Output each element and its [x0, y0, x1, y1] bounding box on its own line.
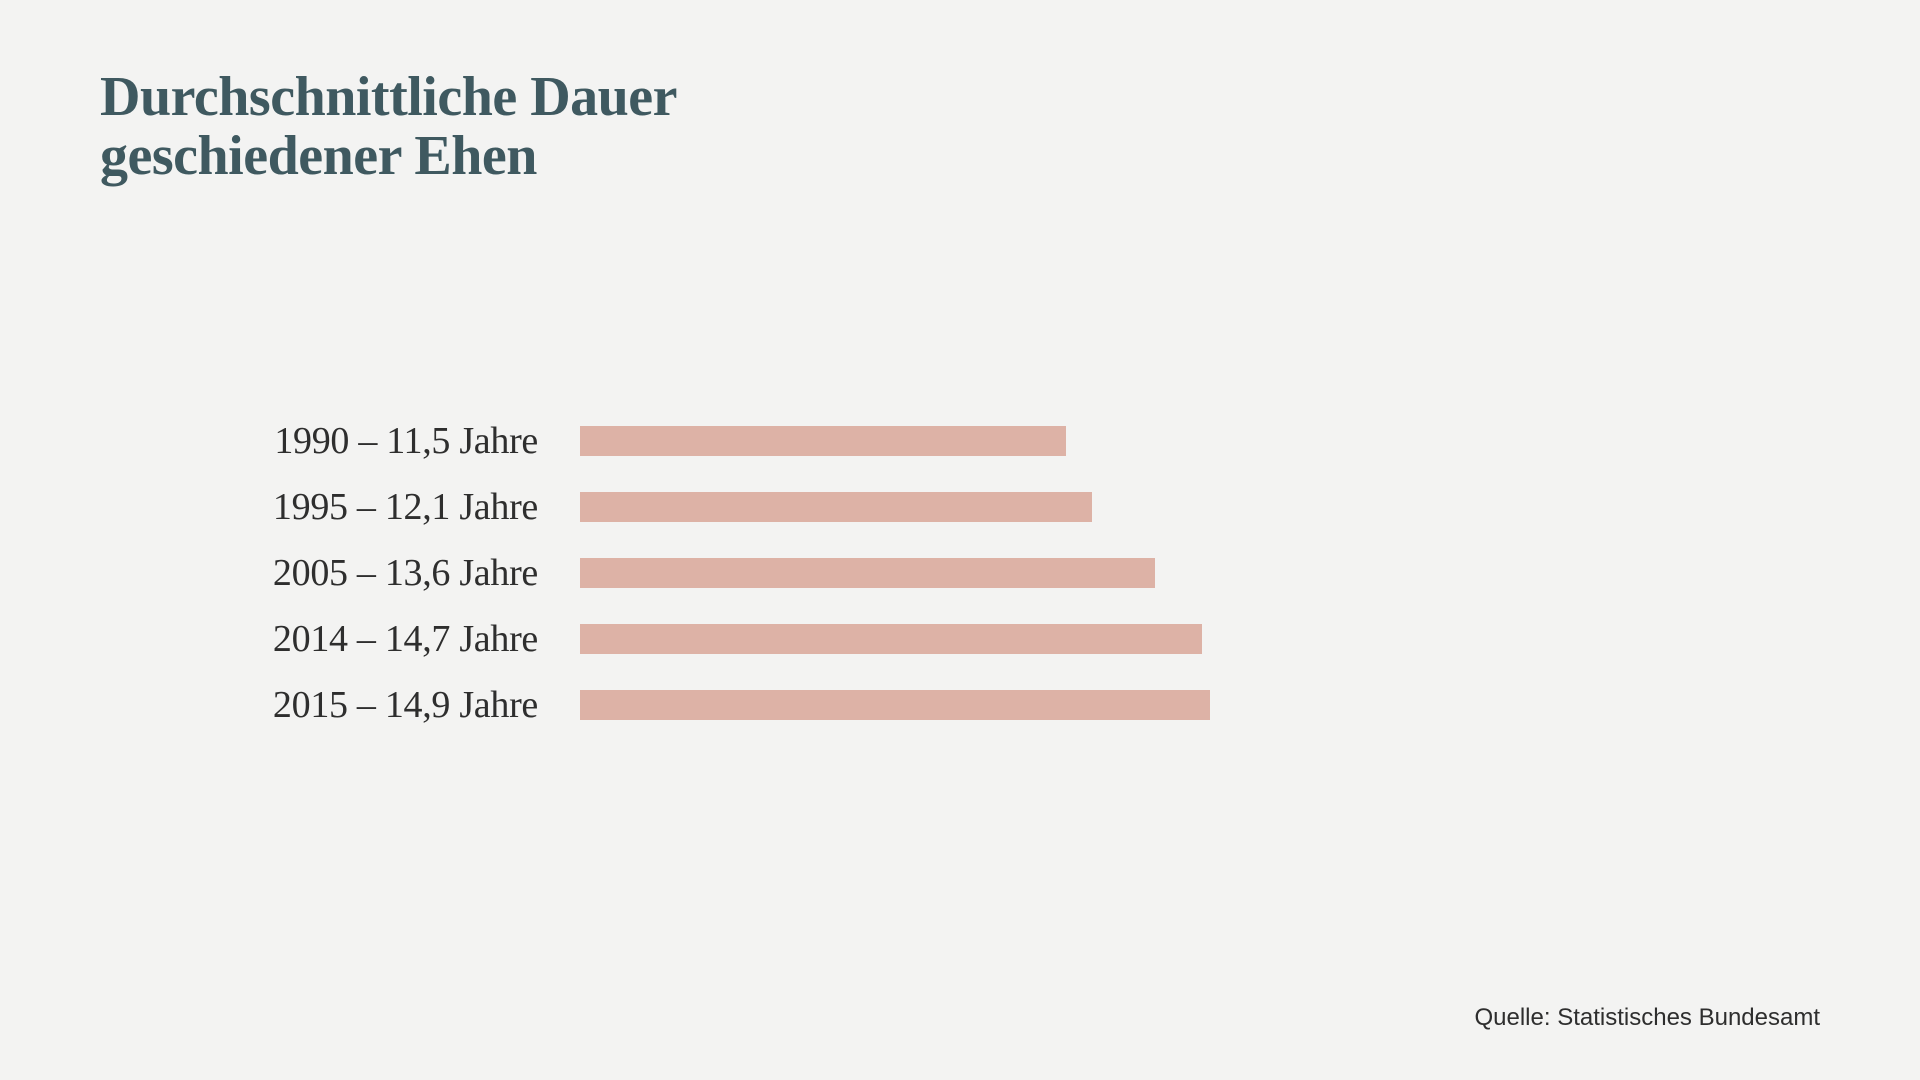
- bar-label: 1995 – 12,1 Jahre: [270, 485, 580, 529]
- bar: [580, 624, 1202, 654]
- bar-label: 2015 – 14,9 Jahre: [270, 683, 580, 727]
- bar: [580, 492, 1092, 522]
- chart-title: Durchschnittliche Dauer geschiedener Ehe…: [100, 68, 677, 186]
- title-line-1: Durchschnittliche Dauer: [100, 68, 677, 127]
- chart-row: 2005 – 13,6 Jahre: [270, 542, 1670, 604]
- bar-chart: 1990 – 11,5 Jahre 1995 – 12,1 Jahre 2005…: [270, 410, 1670, 740]
- chart-row: 2014 – 14,7 Jahre: [270, 608, 1670, 670]
- bar-label: 2014 – 14,7 Jahre: [270, 617, 580, 661]
- chart-row: 2015 – 14,9 Jahre: [270, 674, 1670, 736]
- bar: [580, 426, 1066, 456]
- chart-row: 1990 – 11,5 Jahre: [270, 410, 1670, 472]
- bar: [580, 690, 1210, 720]
- source-attribution: Quelle: Statistisches Bundesamt: [1474, 1004, 1820, 1032]
- chart-row: 1995 – 12,1 Jahre: [270, 476, 1670, 538]
- bar-label: 1990 – 11,5 Jahre: [270, 419, 580, 463]
- title-line-2: geschiedener Ehen: [100, 127, 677, 186]
- bar: [580, 558, 1155, 588]
- bar-label: 2005 – 13,6 Jahre: [270, 551, 580, 595]
